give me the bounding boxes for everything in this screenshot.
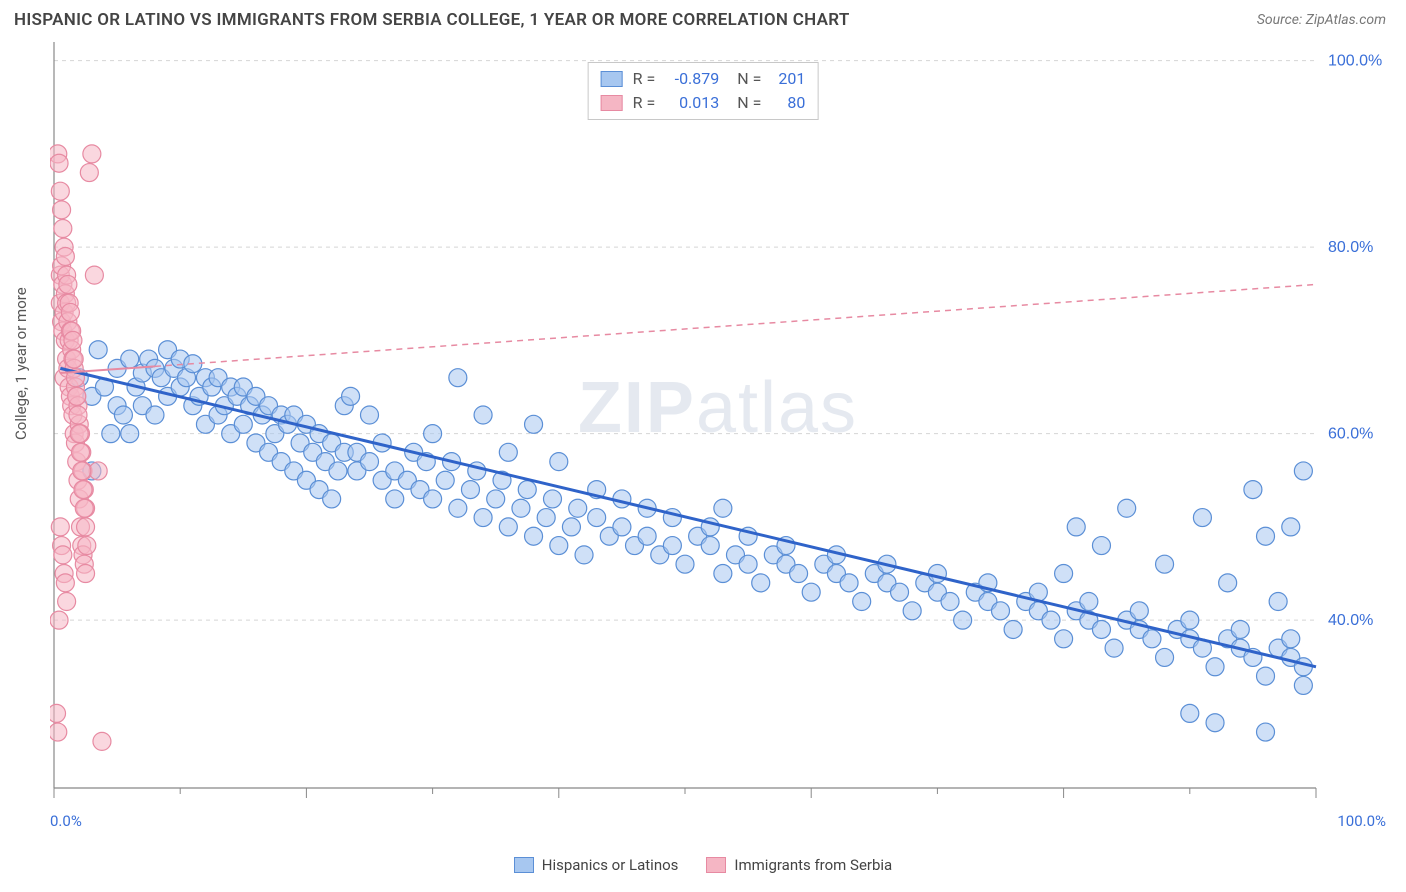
x-axis-labels: 0.0% 100.0% [50,808,1386,830]
legend-swatch [514,857,534,873]
legend-swatch [706,857,726,873]
legend-item: Immigrants from Serbia [706,856,892,874]
legend-label: Hispanics or Latinos [542,856,679,874]
legend-swatch [601,71,623,87]
svg-text:100.0%: 100.0% [1328,53,1382,70]
legend-r-label: R = [633,67,656,91]
legend-row: R = 0.013 N = 80 [601,91,806,115]
legend-r-value: 0.013 [665,91,719,115]
chart-source: Source: ZipAtlas.com [1257,12,1386,28]
series-legend: Hispanics or Latinos Immigrants from Serb… [0,856,1406,874]
chart-header: HISPANIC OR LATINO VS IMMIGRANTS FROM SE… [0,0,1406,38]
legend-n-value: 80 [771,91,805,115]
scatter-plot: 40.0% 60.0% 80.0% 100.0% [50,38,1386,808]
legend-label: Immigrants from Serbia [734,856,892,874]
y-axis-label: College, 1 year or more [12,287,30,440]
legend-row: R = -0.879 N = 201 [601,67,806,91]
chart-area: 40.0%60.0%80.0%100.0% ZIPatlas [50,38,1386,808]
legend-r-label: R = [633,91,656,115]
legend-r-value: -0.879 [665,67,719,91]
svg-text:80.0%: 80.0% [1328,239,1373,256]
x-axis-min: 0.0% [50,812,82,830]
legend-n-label: N = [729,67,761,91]
chart-title: HISPANIC OR LATINO VS IMMIGRANTS FROM SE… [14,10,850,30]
legend-swatch [601,95,623,111]
correlation-legend: R = -0.879 N = 201 R = 0.013 N = 80 [588,62,819,120]
legend-n-label: N = [729,91,761,115]
svg-text:40.0%: 40.0% [1328,612,1373,629]
svg-text:60.0%: 60.0% [1328,426,1373,443]
legend-item: Hispanics or Latinos [514,856,679,874]
legend-n-value: 201 [771,67,805,91]
x-axis-max: 100.0% [1337,812,1386,830]
